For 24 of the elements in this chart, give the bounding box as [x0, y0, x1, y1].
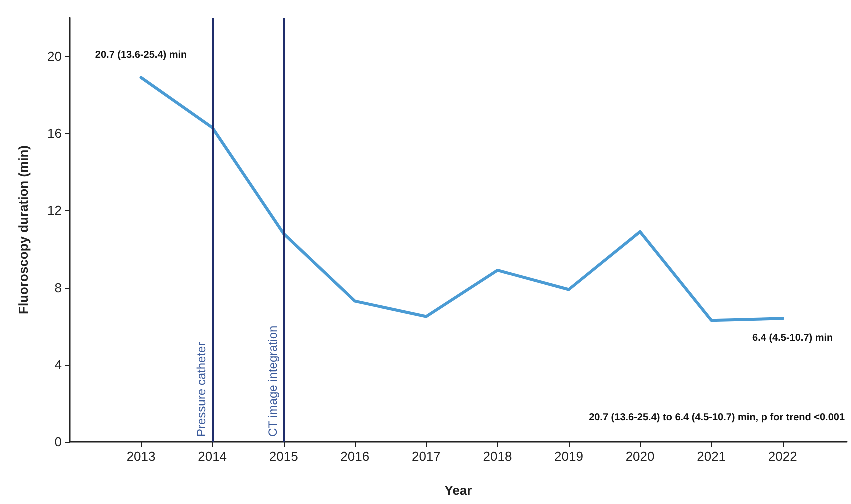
y-axis-title: Fluoroscopy duration (min): [16, 146, 31, 314]
y-tick-label: 0: [54, 434, 62, 450]
x-tick-label: 2017: [412, 449, 441, 464]
annotation: 20.7 (13.6-25.4) min: [95, 50, 188, 62]
annotation: 20.7 (13.6-25.4) to 6.4 (4.5-10.7) min, p for trend <0.001: [589, 412, 846, 424]
ref-line-label: CT image integration: [266, 326, 280, 437]
x-tick-label: 2016: [340, 449, 370, 464]
x-tick-label: 2020: [626, 449, 655, 464]
x-tick-label: 2022: [768, 449, 798, 464]
x-tick-label: 2021: [697, 449, 726, 464]
x-tick-label: 2018: [483, 449, 512, 464]
x-tick-label: 2019: [554, 449, 584, 464]
x-tick-label: 2013: [126, 449, 156, 464]
y-tick-label: 8: [54, 280, 62, 296]
annotation: 6.4 (4.5-10.7) min: [752, 333, 834, 344]
ref-line-label: Pressure catheter: [194, 342, 209, 437]
x-tick-label: 2014: [198, 449, 228, 464]
y-tick-label: 20: [48, 49, 62, 64]
x-tick-label: 2015: [269, 449, 298, 464]
x-axis-title: Year: [444, 483, 472, 498]
y-tick-label: 4: [54, 357, 62, 372]
line-series: [140, 76, 784, 322]
y-tick-label: 12: [48, 203, 62, 218]
y-tick-label: 16: [48, 126, 62, 142]
